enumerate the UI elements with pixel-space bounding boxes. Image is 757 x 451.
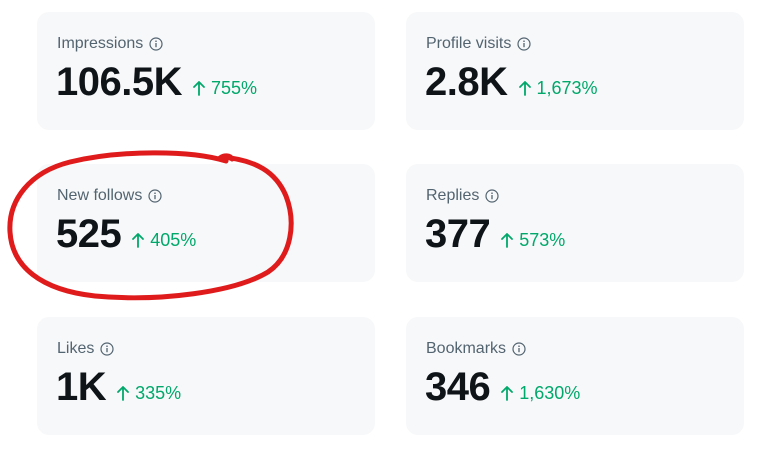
metric-delta-value: 755% [210,78,258,98]
metric-value: 525 [56,212,122,256]
metric-delta: 405% [131,230,196,250]
metric-value-row: 1K 335% [56,361,181,409]
metric-card-bookmarks[interactable]: Bookmarks 346 1,630% [406,317,744,435]
info-icon[interactable] [517,37,531,51]
metric-card-replies[interactable]: Replies 377 573% [406,164,744,282]
metric-delta-value: 405% [150,230,197,250]
metric-label: Bookmarks [426,340,507,357]
arrow-up-icon [116,385,130,401]
metric-delta: 1,630% [500,383,580,403]
metric-card-likes[interactable]: Likes 1K 335% [37,317,375,435]
metric-label-row: Impressions [57,34,163,54]
metric-delta: 335% [116,383,181,403]
metric-delta-value: 335% [135,383,182,403]
metric-label: Impressions [57,35,144,52]
metric-label-row: New follows [57,186,162,206]
arrow-up-icon [500,385,514,401]
metric-card-new-follows[interactable]: New follows 525 405% [37,164,375,282]
metric-card-impressions[interactable]: Impressions 106.5K 755% [37,12,375,130]
metric-delta-value: 573% [519,230,566,250]
info-icon[interactable] [485,189,499,203]
metric-card-profile-visits[interactable]: Profile visits 2.8K 1,673% [406,12,744,130]
metric-delta: 755% [192,78,257,98]
metric-delta: 573% [500,230,565,250]
arrow-up-icon [500,232,514,248]
metric-delta-value: 1,673% [536,78,598,98]
metric-value-row: 2.8K 1,673% [425,56,598,104]
metric-label: Replies [426,187,480,204]
metric-label-row: Profile visits [426,34,531,54]
metric-value-row: 346 1,630% [425,361,580,409]
metric-value: 346 [425,365,491,409]
metric-value-row: 377 573% [425,208,565,256]
metric-value: 106.5K [56,60,182,104]
arrow-up-icon [131,232,145,248]
info-icon[interactable] [100,342,114,356]
metric-value-row: 106.5K 755% [56,56,257,104]
metric-label: Profile visits [426,35,512,52]
metric-value: 2.8K [425,60,508,104]
info-icon[interactable] [148,189,162,203]
metric-label-row: Replies [426,186,499,206]
info-icon[interactable] [512,342,526,356]
metric-label-row: Likes [57,339,114,359]
metric-delta: 1,673% [518,78,598,98]
metric-value: 377 [425,212,491,256]
metric-value: 1K [56,365,107,409]
metric-value-row: 525 405% [56,208,196,256]
metric-label: New follows [57,187,143,204]
info-icon[interactable] [149,37,163,51]
arrow-up-icon [192,80,206,96]
metric-label-row: Bookmarks [426,339,526,359]
metric-label: Likes [57,340,95,357]
metric-delta-value: 1,630% [519,383,581,403]
arrow-up-icon [518,80,532,96]
